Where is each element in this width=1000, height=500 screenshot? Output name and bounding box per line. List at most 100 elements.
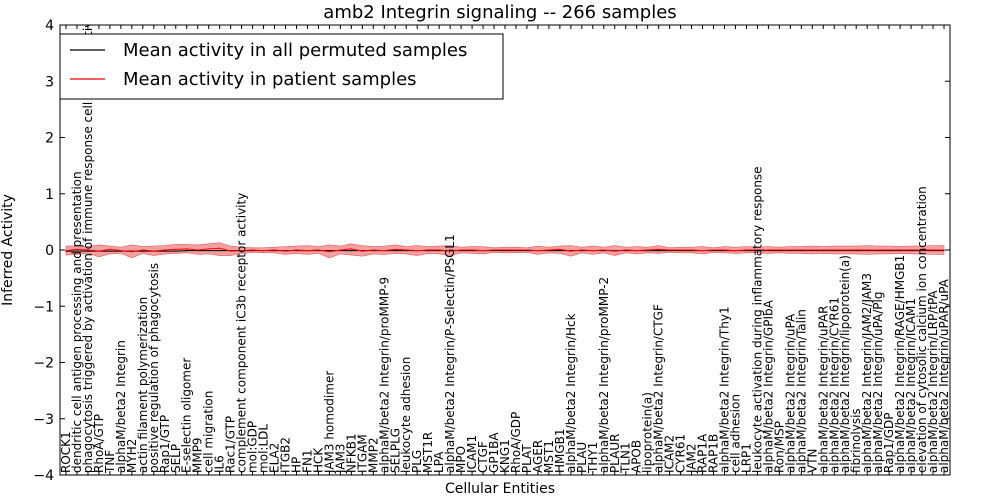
- category-label: alphaM/beta2 Integrin/proMMP-2: [597, 277, 611, 473]
- category-label: fibrinolysis: [849, 408, 863, 473]
- series-1-point: [844, 249, 846, 251]
- series-0-point: [219, 250, 221, 252]
- series-1-point: [230, 250, 232, 252]
- category-label: dendritic cell antigen processing and pr…: [70, 171, 84, 473]
- series-1-point: [614, 250, 616, 252]
- category-label: THY1: [586, 442, 600, 474]
- category-label: phagocytosis triggered by activation of …: [81, 0, 95, 473]
- y-tick-label: 4: [45, 18, 54, 34]
- category-label: RhoA/GDP: [509, 412, 523, 473]
- series-1-point: [899, 249, 901, 251]
- category-label: positive regulation of phagocytosis: [147, 263, 161, 473]
- legend-label-permuted: Mean activity in all permuted samples: [123, 40, 467, 61]
- category-label: alphaM/beta2 Integrin/Hck: [564, 313, 578, 473]
- line-layer: [65, 247, 945, 253]
- series-0-point: [142, 250, 144, 252]
- category-label: alphaM/beta2 Integrin: [114, 340, 128, 473]
- y-tick-layer: −4 −3 −2 −1 0 1 2 3 4: [33, 18, 950, 484]
- series-1-point: [811, 249, 813, 251]
- category-label: KNG1: [498, 439, 512, 473]
- series-1-point: [504, 249, 506, 251]
- category-label: Rac1/GTP: [224, 416, 238, 473]
- category-label: ICAM1: [465, 435, 479, 473]
- category-label: GP1BA: [487, 432, 501, 473]
- series-1-point: [109, 248, 111, 250]
- series-1-point: [120, 250, 122, 252]
- category-label: alphaM/beta2 Integrin/lipoprotein(a): [838, 255, 852, 473]
- series-0-point: [164, 250, 166, 252]
- plot-frame: [59, 24, 951, 476]
- series-1-point: [262, 250, 265, 252]
- category-label: TNF: [103, 450, 117, 474]
- series-1-point: [778, 249, 781, 251]
- y-tick-label: −3: [33, 412, 54, 428]
- series-1-point: [822, 249, 824, 251]
- category-label: MMP9: [191, 437, 205, 473]
- category-label: alphaM/beta2 Integrin/Thy1: [718, 306, 732, 473]
- y-tick-label: 0: [45, 243, 54, 259]
- series-1-point: [449, 250, 451, 252]
- series-1-point: [295, 249, 298, 251]
- category-label: PLAU: [575, 442, 589, 473]
- series-1-point: [932, 249, 934, 251]
- category-label: JAM3: [333, 443, 347, 474]
- category-label: RAP1B: [707, 434, 721, 473]
- y-tick-label: 1: [45, 187, 54, 203]
- series-1-point: [493, 249, 495, 251]
- category-label: Rap1/GTP: [158, 415, 172, 473]
- category-label: HCK: [311, 447, 325, 473]
- y-tick-label: 3: [45, 74, 54, 90]
- category-label: alphaM/beta2 Integrin/uPAR/uPA: [937, 278, 951, 473]
- category-label: alphaM/beta2 Integrin/Talin: [794, 309, 808, 473]
- category-label: ELA2: [268, 443, 282, 473]
- series-1-point: [219, 247, 221, 249]
- series-1-point: [526, 249, 528, 251]
- series-1-point: [175, 248, 177, 250]
- series-1-point: [87, 249, 89, 251]
- series-1-point: [197, 249, 199, 251]
- category-label: CTGF: [476, 441, 490, 473]
- series-1-point: [372, 249, 374, 251]
- series-1-point: [306, 250, 308, 252]
- category-label: alphaM/beta2 Integrin/proMMP-9: [377, 277, 391, 473]
- category-label: alphaM/beta2 Integrin/RAGE/HMGB1: [893, 255, 907, 473]
- series-0-point: [109, 250, 111, 252]
- series-1-point: [647, 249, 649, 251]
- category-label: E-selectin oligomer: [180, 358, 194, 473]
- series-1-point: [680, 249, 682, 251]
- category-label: alphaM/beta2 Integrin/CTGF: [652, 304, 666, 473]
- category-label: SELPLG: [388, 428, 402, 473]
- y-tick-label: −1: [33, 299, 54, 315]
- series-1-point: [636, 250, 638, 252]
- category-label: lipoprotein(a): [641, 392, 655, 473]
- category-label: AGER: [531, 440, 545, 473]
- series-1-point: [186, 248, 188, 250]
- series-1-point: [789, 249, 792, 251]
- series-0-point: [175, 250, 177, 252]
- category-label: MST1: [542, 440, 556, 473]
- category-label: NFKB1: [344, 433, 358, 473]
- series-1-point: [669, 249, 671, 251]
- series-1-point: [877, 249, 879, 251]
- category-label: LPA: [432, 451, 446, 473]
- category-label: leukocyte activation during inflammatory…: [750, 166, 764, 473]
- y-tick-label: 2: [45, 131, 54, 147]
- category-label: Rap1/GDP: [882, 412, 896, 473]
- category-label: CYR61: [674, 434, 688, 473]
- category-label: FN1: [300, 449, 314, 473]
- category-label: PLAT: [520, 444, 534, 473]
- series-1-point: [767, 249, 770, 251]
- category-label: MMP2: [366, 437, 380, 473]
- series-1-point: [438, 249, 440, 251]
- series-1-point: [603, 249, 605, 251]
- series-1-point: [317, 249, 319, 251]
- y-axis-label: Inferred Activity: [0, 194, 16, 306]
- category-label: complement component iC3b receptor activ…: [235, 193, 249, 473]
- series-1-point: [866, 249, 868, 251]
- series-1-point: [625, 249, 627, 251]
- series-1-point: [328, 251, 330, 253]
- series-1-point: [921, 249, 923, 251]
- y-tick-label: −4: [33, 468, 54, 484]
